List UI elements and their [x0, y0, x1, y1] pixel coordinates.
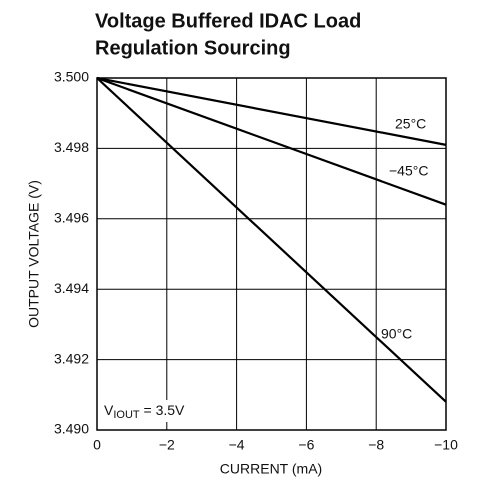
x-axis-label: CURRENT (mA) — [220, 461, 322, 477]
y-tick-label: 3.494 — [54, 280, 89, 296]
annotation: VIOUT = 3.5V — [104, 402, 185, 421]
x-tick-label: −2 — [159, 437, 175, 453]
x-tick-label: −6 — [298, 437, 314, 453]
chart-title-line: Voltage Buffered IDAC Load — [95, 10, 361, 32]
y-tick-label: 3.490 — [54, 421, 89, 437]
x-tick-label: −8 — [368, 437, 384, 453]
x-tick-label: −10 — [434, 437, 458, 453]
series-line — [96, 76, 447, 206]
y-axis-label: OUTPUT VOLTAGE (V) — [26, 180, 42, 328]
series-label: 25°C — [395, 116, 426, 132]
series-line — [96, 77, 447, 403]
chart-title-line: Regulation Sourcing — [95, 37, 291, 59]
y-tick-label: 3.492 — [54, 350, 89, 366]
y-tick-label: 3.500 — [54, 69, 89, 85]
x-tick-label: 0 — [93, 437, 101, 453]
series-label: −45°C — [389, 163, 428, 179]
annotation-subscript: IOUT — [113, 409, 140, 421]
series-line — [96, 76, 447, 146]
annotation-rest: = 3.5V — [140, 402, 185, 418]
plot-frame — [96, 77, 447, 431]
annotation-background — [102, 400, 208, 422]
y-tick-label: 3.498 — [54, 139, 89, 155]
series-label: 90°C — [381, 326, 412, 342]
y-tick-label: 3.496 — [54, 210, 89, 226]
x-tick-label: −4 — [229, 437, 245, 453]
annotation-main: V — [104, 402, 114, 418]
